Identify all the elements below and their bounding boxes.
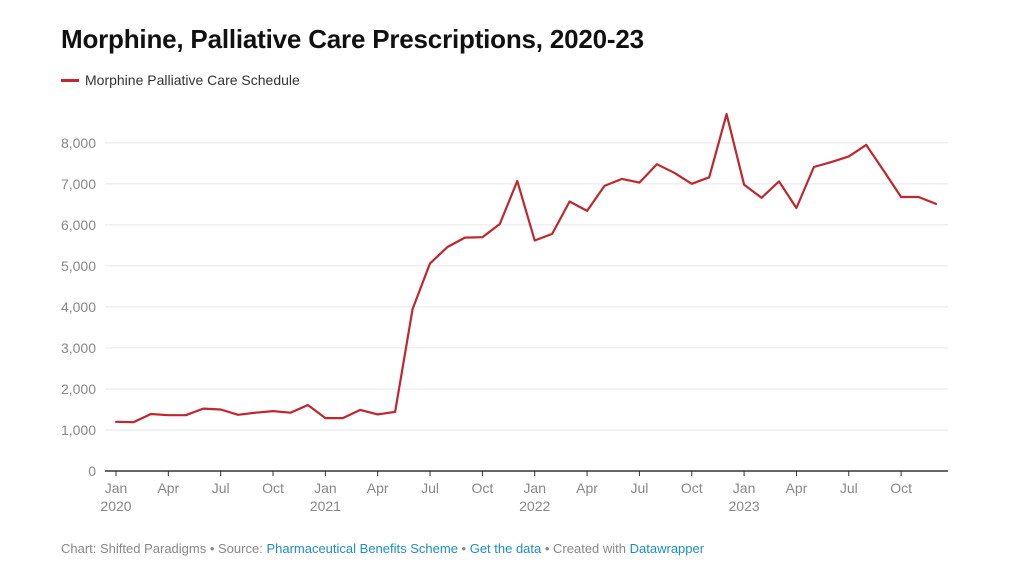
- x-tick-label: Jul: [630, 480, 648, 496]
- x-tick-label: Jul: [840, 480, 858, 496]
- y-tick-label: 1,000: [61, 422, 96, 438]
- y-tick-label: 2,000: [61, 381, 96, 397]
- x-tick-year-label: 2020: [100, 498, 131, 514]
- x-tick-year-label: 2021: [310, 498, 341, 514]
- x-tick-label: Jan: [733, 480, 756, 496]
- get-data-link[interactable]: Get the data: [469, 541, 542, 556]
- x-tick-label: Oct: [681, 480, 703, 496]
- legend-swatch: [61, 78, 79, 82]
- y-tick-label: 4,000: [61, 299, 96, 315]
- x-tick-label: Jan: [314, 480, 337, 496]
- x-tick-label: Jan: [105, 480, 128, 496]
- x-tick-label: Oct: [890, 480, 912, 496]
- x-tick-year-label: 2023: [729, 498, 760, 514]
- x-axis-ticks: Jan 2020 Apr Jul Oct Jan 2021 Apr Jul Oct Jan 2022 A…: [100, 471, 912, 514]
- legend-label: Morphine Palliative Care Schedule: [85, 72, 300, 88]
- footer-separator: •: [457, 541, 470, 556]
- y-tick-label: 8,000: [61, 135, 96, 151]
- footer-created-with: • Created with: [541, 541, 630, 556]
- x-tick-label: Jul: [212, 480, 230, 496]
- x-tick-label: Jan: [523, 480, 546, 496]
- y-tick-label: 3,000: [61, 340, 96, 356]
- y-tick-label: 5,000: [61, 258, 96, 274]
- x-tick-label: Apr: [157, 480, 179, 496]
- x-tick-label: Apr: [786, 480, 808, 496]
- y-tick-label: 7,000: [61, 176, 96, 192]
- chart-footer: Chart: Shifted Paradigms • Source: Pharm…: [61, 541, 704, 556]
- gridlines: [105, 142, 948, 472]
- y-axis-ticks: 0 1,000 2,000 3,000 4,000 5,000 6,000 7,000 8,00…: [61, 135, 96, 479]
- chart-title: Morphine, Palliative Care Prescriptions,…: [61, 24, 644, 54]
- x-tick-year-label: 2022: [519, 498, 550, 514]
- x-tick-label: Oct: [262, 480, 284, 496]
- x-tick-label: Apr: [367, 480, 389, 496]
- y-tick-label: 6,000: [61, 217, 96, 233]
- datawrapper-link[interactable]: Datawrapper: [629, 541, 705, 556]
- source-link[interactable]: Pharmaceutical Benefits Scheme: [266, 541, 458, 556]
- x-tick-label: Jul: [421, 480, 439, 496]
- y-tick-label: 0: [88, 463, 96, 479]
- legend: Morphine Palliative Care Schedule: [61, 72, 300, 88]
- footer-credit: Chart: Shifted Paradigms • Source:: [61, 541, 267, 556]
- series-layer: [114, 112, 938, 424]
- x-tick-label: Apr: [576, 480, 598, 496]
- x-tick-label: Oct: [471, 480, 493, 496]
- series-line-morphine: [114, 112, 938, 424]
